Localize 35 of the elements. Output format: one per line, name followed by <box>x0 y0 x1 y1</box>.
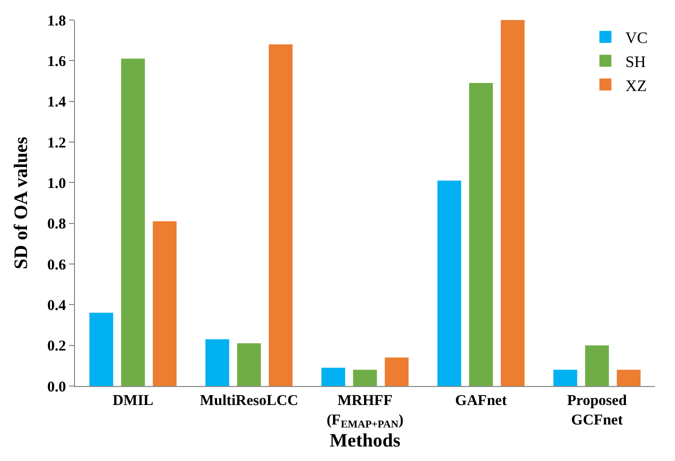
bar <box>152 221 177 386</box>
legend-label: VC <box>625 30 648 48</box>
bar <box>500 20 525 386</box>
bar <box>89 312 114 386</box>
legend-label: SH <box>625 54 646 71</box>
bar <box>585 345 609 386</box>
y-tick-label: 1.4 <box>47 94 66 111</box>
x-tick-label: DMIL <box>112 393 154 409</box>
y-tick-label: 0.2 <box>47 338 66 355</box>
y-tick-label: 1.8 <box>47 13 66 30</box>
y-tick-label: 1.0 <box>47 176 66 192</box>
bar <box>437 180 462 386</box>
bar <box>237 343 261 386</box>
x-tick-label: MultiResoLCC <box>200 393 298 409</box>
bar <box>384 358 409 386</box>
bar <box>353 370 377 386</box>
x-tick-label: MRHFF (F$_{EMAP+PAN}$) <box>326 393 404 431</box>
bar <box>205 339 230 386</box>
x-tick-label: Proposed GCFnet <box>567 393 628 428</box>
y-tick-label: 1.6 <box>47 54 66 70</box>
y-tick-label: 0.4 <box>47 298 66 314</box>
x-tick-label: GAFnet <box>455 393 507 409</box>
bar <box>268 44 293 386</box>
y-tick-label: 0.0 <box>47 379 66 396</box>
bar <box>616 370 641 386</box>
y-tick-label: 0.8 <box>47 216 66 233</box>
bar <box>469 83 493 386</box>
y-axis-title: SD of OA values <box>11 136 32 270</box>
legend-label: XZ <box>625 78 647 95</box>
x-axis-title: Methods <box>330 430 400 452</box>
bar <box>553 370 578 386</box>
y-tick-label: 1.2 <box>47 135 66 152</box>
bar <box>321 368 346 386</box>
y-tick-label: 0.6 <box>47 257 66 274</box>
bar <box>121 58 145 386</box>
